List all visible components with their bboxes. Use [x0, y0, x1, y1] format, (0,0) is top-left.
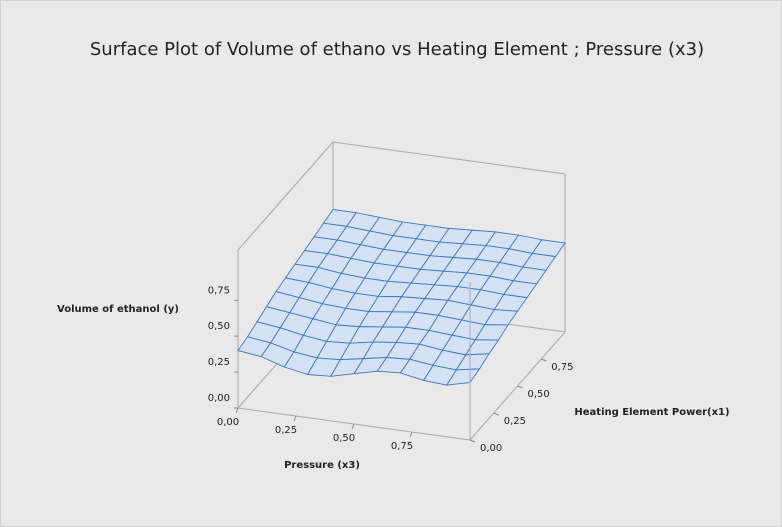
box-edge [332, 141, 566, 175]
z-axis-label: Volume of ethanol (y) [57, 304, 179, 315]
y-tick [493, 412, 499, 416]
surface-cell [445, 368, 481, 386]
y-tick [541, 358, 547, 362]
y-tick-label: 0,00 [480, 443, 502, 454]
x-tick-label: 0,00 [217, 417, 239, 428]
box-edge [237, 141, 334, 251]
y-axis-label: Heating Element Power(x1) [574, 407, 729, 418]
x-tick [351, 423, 355, 430]
x-tick-label: 0,25 [275, 425, 297, 436]
z-tick-label: 0,25 [208, 357, 230, 368]
y-tick-label: 0,50 [528, 389, 550, 400]
x-tick-label: 0,75 [391, 441, 413, 452]
z-tick-label: 0,75 [208, 285, 230, 296]
x-axis-label: Pressure (x3) [284, 460, 360, 471]
x-tick [293, 415, 297, 422]
x-tick [409, 431, 413, 438]
y-tick-label: 0,75 [551, 362, 573, 373]
y-tick [517, 385, 523, 389]
chart-title: Surface Plot of Volume of ethano vs Heat… [90, 39, 704, 60]
z-tick-label: 0,00 [208, 393, 230, 404]
x-tick [235, 407, 239, 414]
y-tick-label: 0,25 [504, 416, 526, 427]
y-tick [469, 439, 476, 443]
x-tick-label: 0,50 [333, 433, 355, 444]
z-tick-label: 0,50 [208, 321, 230, 332]
